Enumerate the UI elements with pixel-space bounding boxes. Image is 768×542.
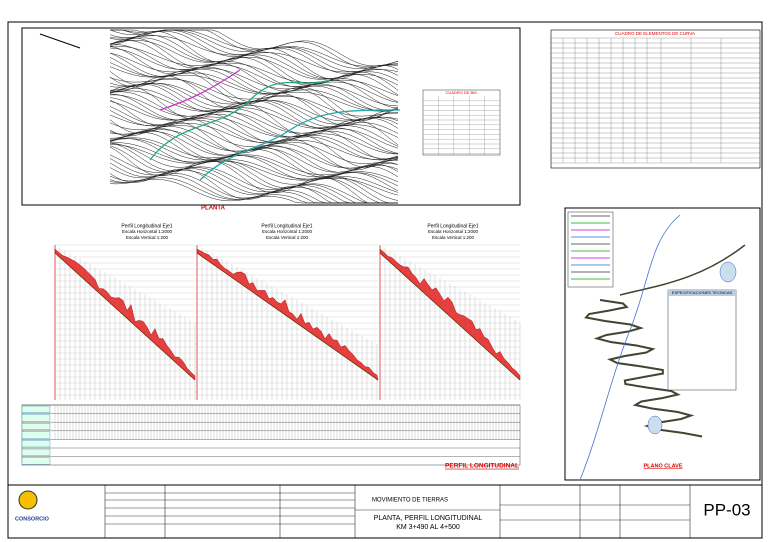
cut-area (196, 248, 379, 381)
contour (109, 137, 399, 183)
contour (109, 52, 399, 111)
sheet-title: PLANTA, PERFIL LONGITUDINAL (374, 515, 483, 522)
contour (109, 40, 399, 86)
north-arrow (39, 33, 81, 49)
contour (109, 90, 399, 138)
curve-table-grid (550, 37, 760, 164)
logo-mark (18, 490, 38, 510)
profile-title: Perfil Longitudinal Eje1 (121, 223, 172, 229)
contour (109, 46, 399, 109)
road-alignment (199, 109, 401, 181)
contour (109, 138, 399, 187)
sheet-id: PP-03 (703, 500, 750, 519)
profile-scale: Escala Horizontal 1:2000 (122, 229, 173, 234)
contour (109, 179, 398, 204)
profile-scale: Escala Horizontal 1:2000 (262, 229, 313, 234)
profile-scale: Escala Vertical 1:200 (266, 235, 309, 240)
band-label (21, 431, 51, 439)
contour (109, 52, 399, 107)
cut-area (54, 248, 196, 381)
profile-scale: Escala Vertical 1:200 (126, 235, 169, 240)
bm-table-title: CUADRO DE BM (445, 90, 476, 95)
band-label (21, 448, 51, 456)
river (579, 214, 681, 481)
contour (109, 145, 398, 204)
road-alignment (149, 79, 331, 161)
contour (109, 97, 399, 155)
plan-title: PLANTA (201, 206, 226, 212)
contour (109, 83, 399, 130)
contour (109, 93, 399, 154)
key-map (567, 211, 746, 481)
contour (109, 62, 399, 111)
lake (719, 261, 737, 283)
contour (109, 78, 398, 121)
contour (109, 40, 399, 96)
contour (109, 45, 399, 96)
contour (109, 77, 399, 117)
contour (109, 101, 399, 155)
curve-table (550, 29, 761, 169)
road-alignment (159, 69, 241, 111)
contour (109, 158, 398, 204)
contour (109, 154, 398, 204)
contour (109, 142, 398, 204)
spec-title: ESPECIFICACIONES TECNICAS (672, 290, 733, 295)
profile-section-title: PERFIL LONGITUDINAL (445, 463, 519, 470)
profile-title: Perfil Longitudinal Eje1 (427, 223, 478, 229)
legend-box (567, 211, 614, 288)
spec-header (668, 290, 736, 296)
spec-box (667, 289, 737, 391)
logo-text: CONSORCIO (15, 516, 50, 522)
band-label (21, 405, 51, 413)
contour (109, 110, 399, 161)
plan-drawing (39, 29, 401, 204)
contour (109, 85, 399, 145)
contour (110, 94, 399, 149)
title-block (7, 484, 763, 539)
profile-scale: Escala Vertical 1:200 (432, 235, 475, 240)
key-map-title: PLANO CLAVE (643, 463, 682, 469)
contour (109, 106, 399, 159)
contour (110, 29, 399, 67)
band-label (21, 414, 51, 422)
curve-table-title: CUADRO DE ELEMENTOS DE CURVA (615, 31, 695, 36)
contour (109, 138, 399, 192)
contour (109, 132, 399, 178)
key-road (619, 244, 746, 296)
band-label (21, 457, 51, 465)
bm-table-grid (423, 96, 500, 155)
contour (109, 44, 399, 103)
contour (109, 142, 399, 201)
cut-area (379, 248, 521, 381)
contour (109, 37, 399, 91)
bm-table (422, 89, 501, 156)
contour (109, 114, 399, 160)
band-label (21, 440, 51, 448)
lake (647, 415, 663, 435)
key-road (584, 299, 703, 438)
contour (109, 121, 399, 171)
contour (109, 69, 399, 120)
band-label (21, 423, 51, 431)
contour (109, 142, 399, 193)
contour (109, 31, 399, 80)
profile-title: Perfil Longitudinal Eje1 (261, 223, 312, 229)
contour (109, 47, 399, 103)
title-block-grid (104, 485, 691, 538)
sheet-range: KM 3+490 AL 4+500 (396, 524, 460, 531)
contour (109, 91, 399, 147)
profile-scale: Escala Horizontal 1:2000 (428, 229, 479, 234)
project-name: MOVIMIENTO DE TIERRAS (372, 498, 448, 504)
profiles (21, 244, 521, 466)
